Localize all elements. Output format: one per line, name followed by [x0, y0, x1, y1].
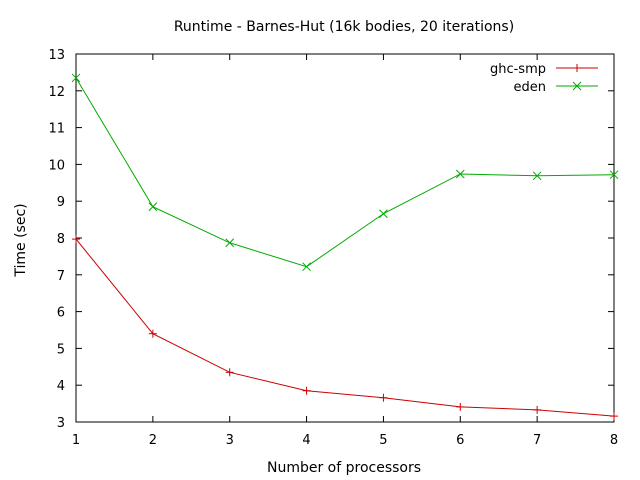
point-marker-eden: [302, 262, 311, 272]
legend-label-eden: eden: [514, 80, 547, 95]
x-axis-title: Number of processors: [267, 460, 421, 476]
y-tick-label: 13: [48, 48, 65, 63]
plot-frame: [75, 53, 615, 423]
y-axis-ticks: 3 4 5 6 7 8 9 10 11 12 13: [48, 48, 614, 431]
y-tick-label: 9: [57, 195, 65, 210]
x-axis-ticks: 1 2 3 4 5 6 7 8: [72, 54, 618, 448]
data-point-ghc-smp: [533, 405, 542, 414]
y-tick-label: 6: [57, 306, 65, 321]
y-tick-label: 11: [48, 122, 65, 137]
point-marker-eden: [225, 238, 235, 248]
x-tick-label: 4: [302, 433, 310, 448]
legend-entry-ghc-smp: ghc-smp: [490, 62, 598, 77]
series-eden: [71, 73, 619, 272]
series-ghc-smp: [72, 235, 618, 421]
point-marker-eden: [379, 209, 388, 219]
point-marker-eden: [148, 202, 158, 212]
data-point-ghc-smp: [225, 368, 234, 377]
data-point-ghc-smp: [148, 329, 157, 338]
legend-entry-eden: eden: [514, 80, 598, 95]
data-point-ghc-smp: [302, 386, 311, 395]
data-point-eden: [455, 169, 465, 179]
x-tick-label: 6: [456, 433, 464, 448]
axes: [75, 53, 615, 423]
data-point-eden: [609, 170, 619, 180]
point-marker-eden: [71, 73, 81, 83]
chart-title: Runtime - Barnes-Hut (16k bodies, 20 ite…: [174, 19, 514, 35]
series-layer: [71, 73, 619, 421]
data-point-eden: [148, 202, 158, 212]
y-tick-label: 12: [48, 85, 65, 100]
y-tick-label: 5: [57, 342, 65, 357]
data-point-eden: [379, 209, 388, 219]
series-line-eden: [75, 77, 615, 268]
x-tick-label: 8: [610, 433, 618, 448]
legend: ghc-smp eden: [490, 62, 598, 95]
y-tick-label: 7: [57, 269, 65, 284]
y-tick-label: 3: [57, 416, 65, 431]
data-point-ghc-smp: [72, 235, 80, 244]
y-axis-title: Time (sec): [13, 203, 29, 277]
data-point-ghc-smp: [456, 402, 465, 411]
data-point-ghc-smp: [610, 412, 618, 421]
x-tick-label: 7: [533, 433, 541, 448]
y-tick-label: 8: [57, 232, 65, 247]
y-tick-label: 10: [48, 158, 65, 173]
data-point-eden: [532, 171, 542, 181]
x-tick-label: 2: [149, 433, 157, 448]
data-point-eden: [225, 238, 235, 248]
data-point-eden: [71, 73, 81, 83]
y-tick-label: 4: [57, 379, 65, 394]
data-point-eden: [302, 262, 311, 272]
x-tick-label: 3: [226, 433, 234, 448]
legend-label-ghc-smp: ghc-smp: [490, 62, 546, 77]
x-tick-label: 5: [379, 433, 387, 448]
series-line-ghc-smp: [75, 238, 615, 417]
point-marker-eden: [609, 170, 619, 180]
point-marker-eden: [455, 169, 465, 179]
point-marker-eden: [532, 171, 542, 181]
x-tick-label: 1: [72, 433, 80, 448]
legend-marker-eden: [572, 81, 582, 91]
data-point-ghc-smp: [379, 393, 388, 402]
